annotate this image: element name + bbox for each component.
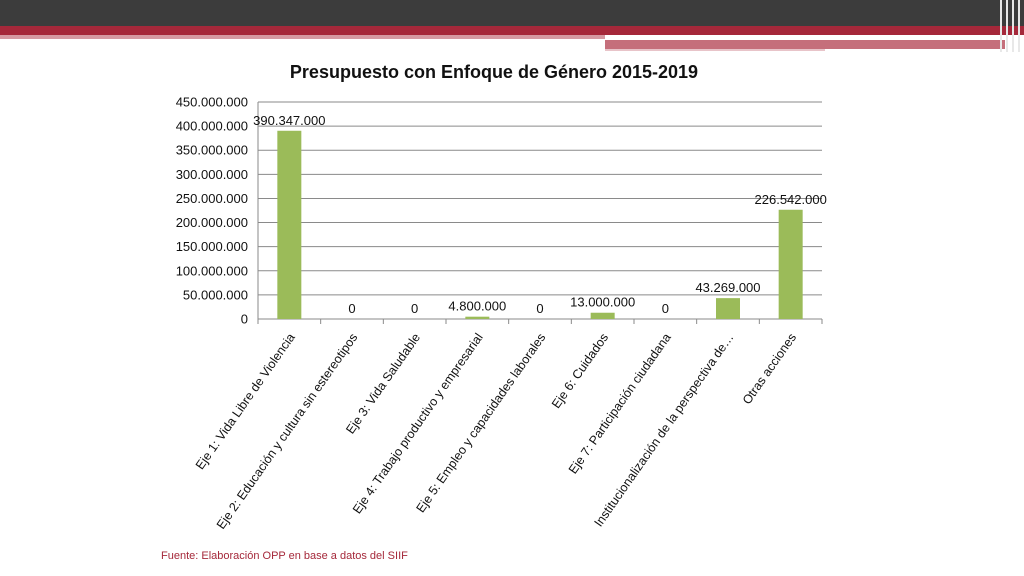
data-label: 0 xyxy=(411,301,418,316)
data-label: 0 xyxy=(536,301,543,316)
data-label: 13.000.000 xyxy=(570,295,635,310)
data-label: 390.347.000 xyxy=(253,113,325,128)
data-label: 0 xyxy=(662,301,669,316)
category-label: Eje 2: Educación y cultura sin estereoti… xyxy=(214,331,361,532)
y-tick-label: 100.000.000 xyxy=(176,263,248,278)
source-note: Fuente: Elaboración OPP en base a datos … xyxy=(161,550,408,562)
category-label: Otras acciones xyxy=(740,331,799,407)
data-label: 43.269.000 xyxy=(695,280,760,295)
data-label: 226.542.000 xyxy=(755,192,827,207)
category-label: Eje 4: Trabajo productivo y empresarial xyxy=(350,331,486,517)
y-tick-label: 300.000.000 xyxy=(176,167,248,182)
category-label: Eje 7: Participación ciudadana xyxy=(566,331,674,477)
category-label: Institucionalización de la perspectiva d… xyxy=(591,331,736,530)
header-dark-bar xyxy=(0,0,1024,26)
bar xyxy=(465,316,490,319)
bar xyxy=(716,298,740,319)
y-tick-label: 250.000.000 xyxy=(176,191,248,206)
category-label: Eje 6: Cuidados xyxy=(549,331,611,411)
bar xyxy=(590,312,615,319)
bar xyxy=(277,130,302,319)
budget-bar-chart: Presupuesto con Enfoque de Género 2015-2… xyxy=(176,62,827,532)
y-tick-label: 50.000.000 xyxy=(183,287,248,302)
bar xyxy=(778,209,803,319)
category-label: Eje 5: Empleo y capacidades laborales xyxy=(413,331,548,515)
y-tick-label: 350.000.000 xyxy=(176,143,248,158)
data-label: 4.800.000 xyxy=(448,299,506,314)
header-decoration-lines xyxy=(984,0,1024,52)
y-tick-label: 200.000.000 xyxy=(176,215,248,230)
y-tick-label: 150.000.000 xyxy=(176,239,248,254)
header-pink-line xyxy=(605,49,825,51)
y-tick-label: 450.000.000 xyxy=(176,95,248,110)
chart-title: Presupuesto con Enfoque de Género 2015-2… xyxy=(290,62,698,82)
y-tick-label: 0 xyxy=(241,312,248,327)
header-pink-band-right xyxy=(605,40,1005,49)
header-pink-band xyxy=(0,35,605,39)
y-tick-label: 400.000.000 xyxy=(176,119,248,134)
data-label: 0 xyxy=(348,301,355,316)
category-label: Eje 1: Vida Libre de Violencia xyxy=(193,331,298,472)
header-red-band xyxy=(0,26,1024,35)
